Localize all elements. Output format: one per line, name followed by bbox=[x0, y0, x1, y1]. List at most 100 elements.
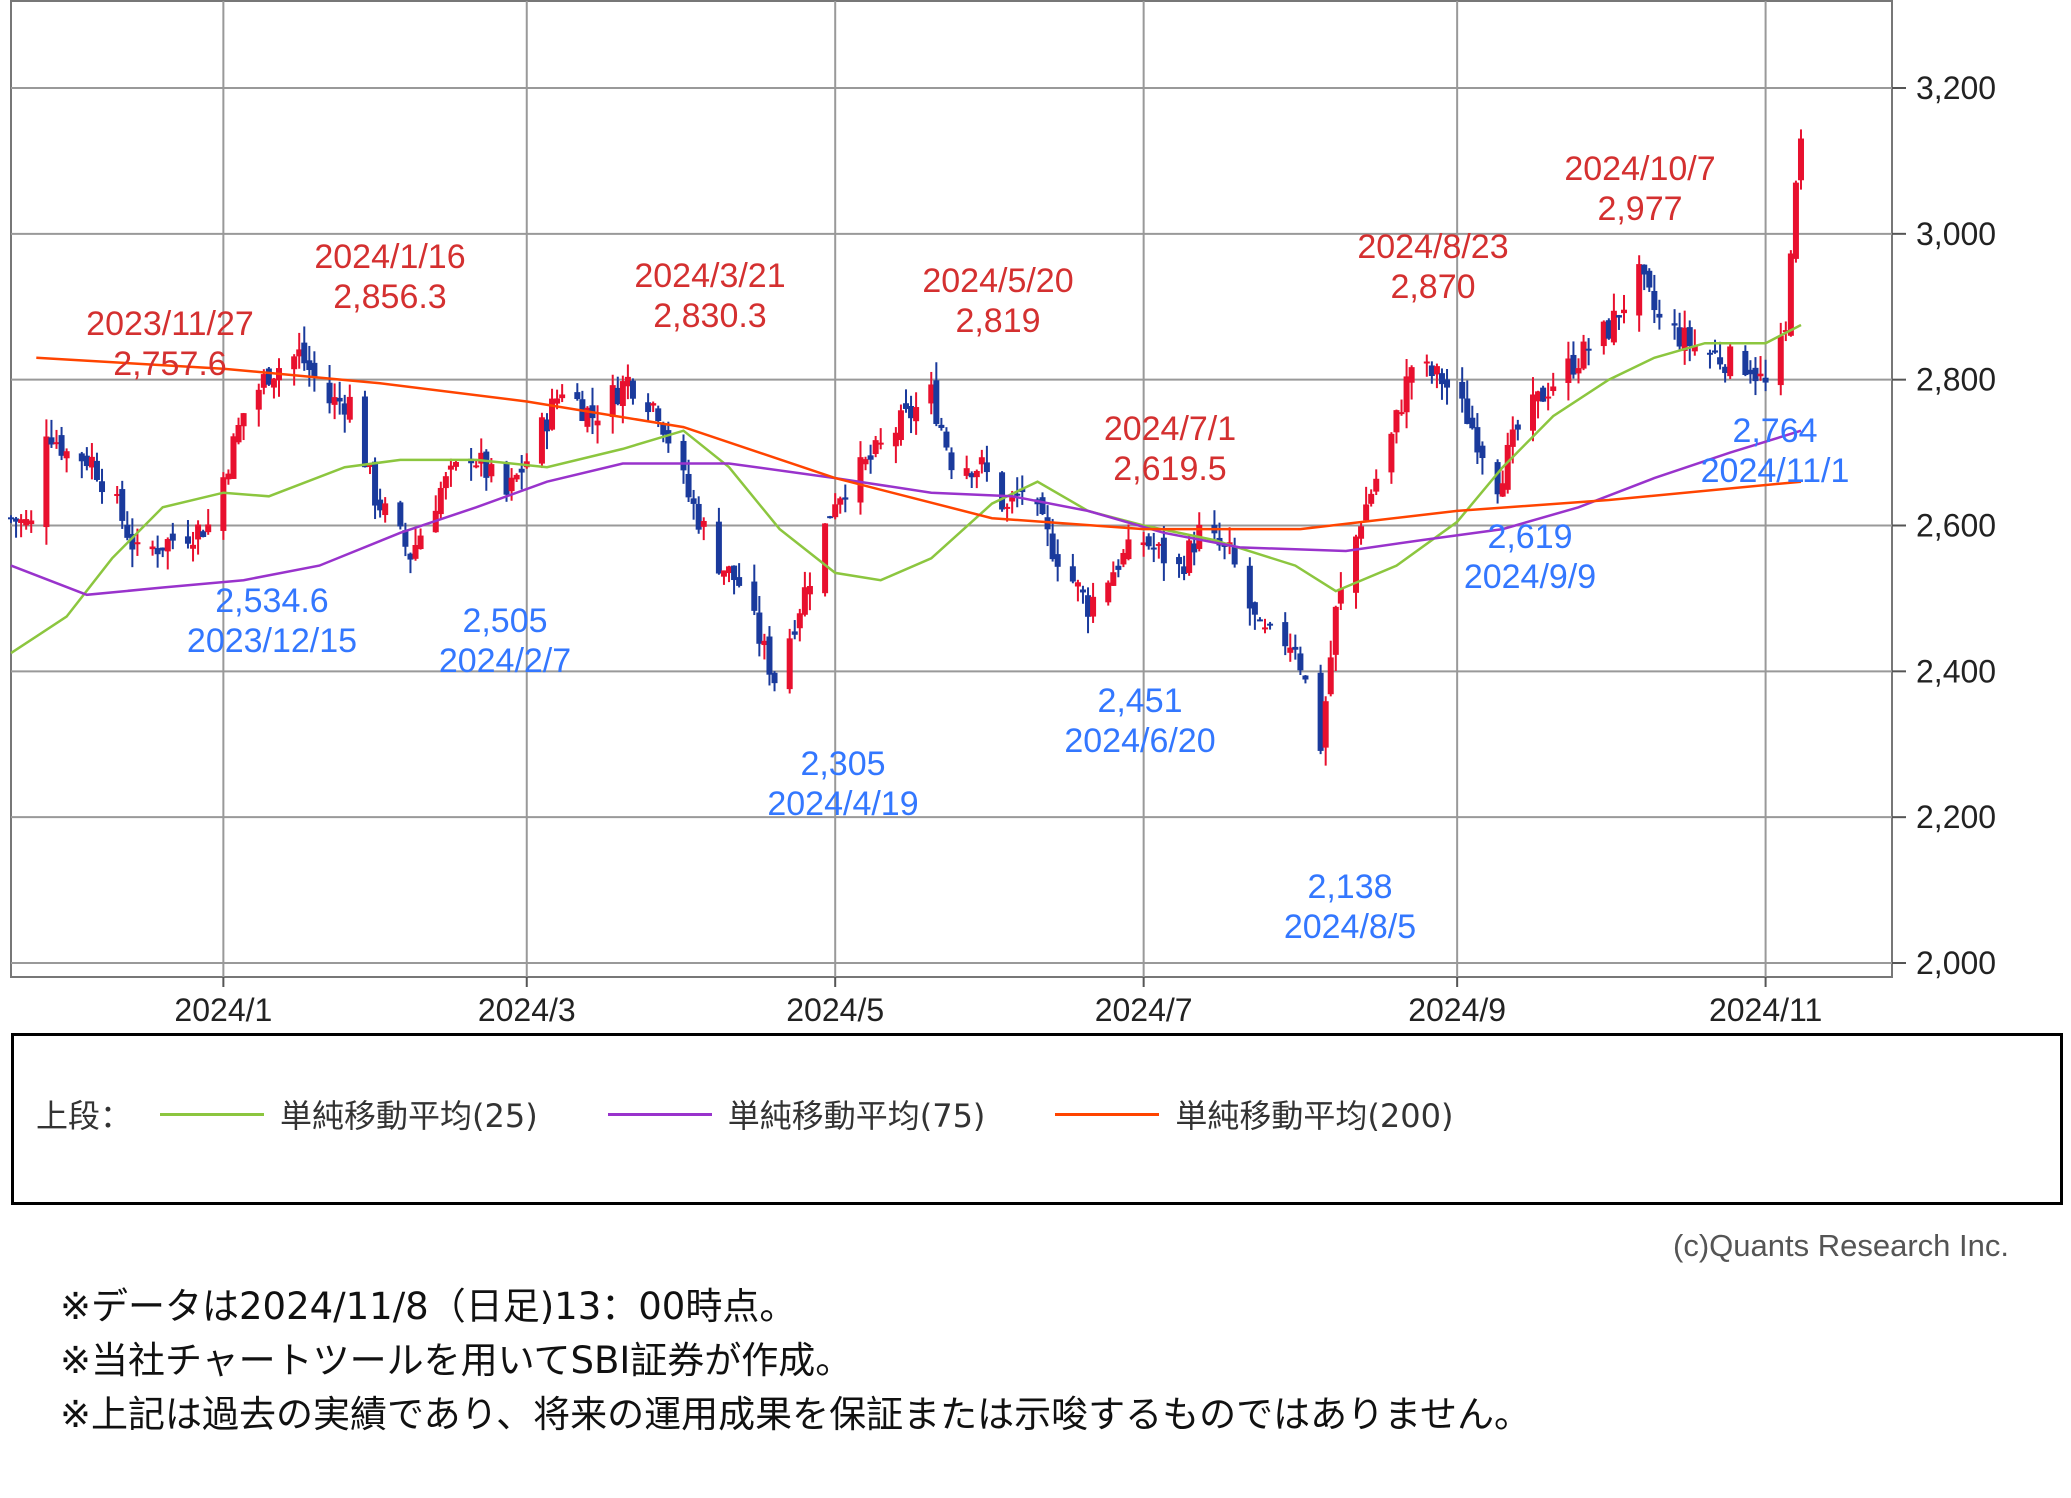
annotation-value: 2,451 bbox=[1097, 682, 1182, 720]
candle-body bbox=[503, 463, 510, 495]
candle-body bbox=[1332, 606, 1339, 655]
candle-body bbox=[614, 387, 621, 405]
candle-body bbox=[1610, 310, 1617, 343]
legend-label-ma200: 単純移動平均(200) bbox=[1175, 1097, 1454, 1135]
candle-body bbox=[159, 547, 166, 551]
candle-body bbox=[660, 423, 667, 435]
candle-body bbox=[1282, 622, 1289, 647]
candle-body bbox=[948, 452, 955, 471]
candle-body bbox=[442, 476, 449, 489]
candle-body bbox=[260, 374, 267, 388]
candle-body bbox=[1671, 323, 1678, 326]
candle-body bbox=[1403, 376, 1410, 413]
candle-body bbox=[877, 442, 884, 445]
candle-body bbox=[1777, 335, 1784, 386]
candle-body bbox=[149, 546, 156, 550]
annotation-date: 2024/7/1 bbox=[1104, 410, 1236, 448]
candle-body bbox=[1368, 493, 1375, 504]
candle-body bbox=[629, 380, 636, 399]
candle-body bbox=[382, 503, 389, 516]
candle-body bbox=[53, 442, 60, 445]
candle-body bbox=[18, 519, 25, 523]
candle-body bbox=[1459, 381, 1466, 399]
annotation-date: 2024/1/16 bbox=[314, 238, 465, 276]
candle-body bbox=[619, 381, 626, 406]
candle-body bbox=[1155, 543, 1162, 546]
candle-body bbox=[1246, 565, 1253, 609]
annotation-high: 2023/11/272,757.6 bbox=[86, 305, 254, 383]
candle-body bbox=[1251, 602, 1258, 615]
candle-body bbox=[559, 394, 566, 399]
candle-body bbox=[1787, 253, 1794, 336]
x-tick-label: 2024/11 bbox=[1709, 992, 1822, 1028]
candle-body bbox=[897, 410, 904, 441]
candle-body bbox=[184, 536, 191, 544]
annotation-value: 2,619 bbox=[1487, 518, 1572, 556]
x-tick-label: 2024/3 bbox=[478, 992, 576, 1028]
candle-body bbox=[1509, 429, 1516, 447]
candle-body bbox=[1322, 701, 1329, 748]
legend-label-ma25: 単純移動平均(25) bbox=[280, 1097, 538, 1135]
annotation-date: 2024/3/21 bbox=[634, 257, 785, 295]
candle-body bbox=[270, 378, 277, 388]
candle-body bbox=[1651, 290, 1658, 311]
candle-body bbox=[48, 437, 55, 445]
candle-body bbox=[1074, 582, 1081, 587]
candle-body bbox=[1621, 309, 1628, 314]
annotation-high: 2024/5/202,819 bbox=[922, 262, 1073, 340]
x-tick-label: 2024/1 bbox=[174, 992, 272, 1028]
ma25-line bbox=[10, 323, 1802, 655]
annotation-date: 2024/2/7 bbox=[439, 642, 571, 680]
candle-body bbox=[543, 419, 550, 432]
candle-body bbox=[1398, 412, 1405, 415]
candle-body bbox=[88, 456, 95, 468]
candle-body bbox=[296, 349, 303, 357]
candle-body bbox=[1191, 543, 1198, 553]
candle-body bbox=[518, 468, 525, 473]
candle-body bbox=[336, 397, 343, 402]
candle-body bbox=[695, 503, 702, 530]
candle-body bbox=[827, 516, 834, 519]
candle-body bbox=[1676, 327, 1683, 347]
candle-body bbox=[1656, 313, 1663, 318]
candle-body bbox=[129, 533, 136, 550]
annotation-value: 2,977 bbox=[1597, 190, 1682, 228]
annotation-high: 2024/3/212,830.3 bbox=[634, 257, 785, 335]
candle-body bbox=[483, 451, 490, 478]
annotation-date: 2023/12/15 bbox=[187, 622, 357, 660]
annotation-date: 2024/4/19 bbox=[767, 785, 918, 823]
annotation-value: 2,819 bbox=[955, 302, 1040, 340]
candle-body bbox=[766, 636, 773, 675]
candle-body bbox=[367, 463, 374, 467]
candle-body bbox=[83, 455, 90, 467]
candle-body bbox=[124, 524, 131, 538]
candle-body bbox=[650, 403, 657, 406]
candle-body bbox=[1742, 350, 1749, 375]
candle-body bbox=[1231, 545, 1238, 565]
candle-body bbox=[1752, 367, 1759, 382]
candle-body bbox=[265, 368, 272, 385]
candle-body bbox=[134, 542, 141, 545]
candle-body bbox=[806, 586, 813, 595]
candle-body bbox=[973, 470, 980, 478]
candle-body bbox=[842, 497, 849, 500]
candle-body bbox=[1262, 627, 1268, 630]
candle-body bbox=[23, 519, 30, 526]
candle-body bbox=[554, 398, 561, 404]
candle-body bbox=[361, 396, 368, 468]
candle-body bbox=[822, 523, 829, 594]
candle-body bbox=[225, 473, 232, 480]
candle-body bbox=[1580, 341, 1587, 369]
candle-body bbox=[1727, 346, 1734, 377]
candle-body bbox=[291, 356, 298, 370]
candle-body bbox=[1160, 537, 1167, 564]
candle-body bbox=[1054, 554, 1061, 567]
candle-body bbox=[1469, 417, 1476, 429]
candle-body bbox=[412, 545, 419, 559]
x-axis: 2024/1 2024/3 2024/5 2024/7 2024/9 2024/11 bbox=[174, 977, 1822, 1028]
candle-body bbox=[715, 521, 722, 574]
candle-body bbox=[1762, 377, 1769, 383]
